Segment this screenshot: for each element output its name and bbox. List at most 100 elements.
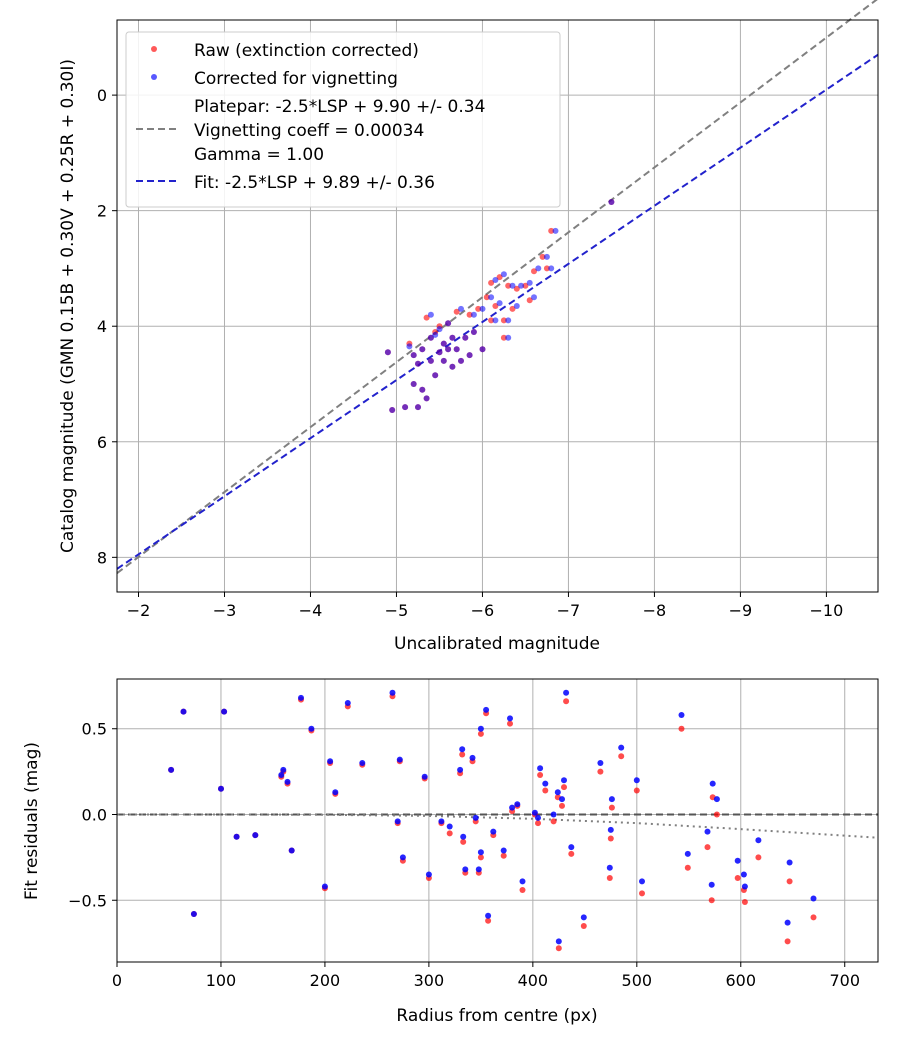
bottom-corrected-point (321, 883, 328, 890)
top-corrected-point (526, 279, 533, 286)
bottom-corrected-point (278, 772, 285, 778)
bottom-raw-point (678, 725, 685, 732)
top-raw-point (475, 305, 482, 312)
bottom-corrected-point (469, 754, 476, 761)
legend-label: Fit: -2.5*LSP + 9.89 +/- 0.36 (194, 173, 435, 193)
bottom-xtick-label: 300 (414, 971, 445, 990)
bottom-corrected-point (684, 850, 691, 857)
top-corrected-point (458, 357, 464, 364)
bottom-corrected-point (786, 859, 793, 866)
bottom-corrected-point (535, 814, 541, 821)
bottom-raw-point (734, 875, 741, 881)
bottom-corrected-point (740, 871, 747, 878)
bottom-corrected-point (472, 814, 479, 821)
bottom-raw-point (607, 835, 614, 842)
top-xtick-label: −8 (643, 601, 667, 620)
bottom-raw-point (708, 897, 715, 904)
top-corrected-point (608, 199, 615, 205)
bottom-raw-point (755, 854, 762, 861)
bottom-raw-point (704, 844, 711, 851)
top-raw-point (539, 253, 546, 260)
top-raw-point (483, 294, 490, 301)
top-x-axis-label: Uncalibrated magnitude (394, 634, 600, 654)
bottom-raw-point (580, 923, 587, 929)
bottom-corrected-point (298, 694, 304, 701)
bottom-corrected-point (633, 777, 640, 784)
bottom-corrected-point (810, 895, 817, 902)
top-corrected-point (488, 294, 495, 301)
bottom-corrected-point (704, 828, 711, 835)
top-raw-point (423, 314, 430, 321)
top-raw-point (500, 334, 507, 341)
bottom-corrected-point (446, 823, 453, 830)
bottom-corrected-point (597, 760, 604, 766)
bottom-corrected-point (550, 811, 557, 818)
top-raw-point (548, 227, 555, 234)
top-raw-point (500, 317, 507, 324)
bottom-raw-point (550, 818, 557, 825)
top-corrected-point (436, 349, 443, 356)
bottom-corrected-point (190, 911, 197, 917)
bottom-raw-point (786, 878, 793, 885)
top-corrected-point (415, 404, 421, 411)
bottom-y-axis-label: Fit residuals (mag) (22, 742, 42, 900)
bottom-corrected-point (221, 708, 228, 715)
bottom-corrected-point (477, 725, 484, 732)
bottom-corrected-point (477, 849, 484, 856)
bottom-corrected-point (608, 796, 615, 803)
bottom-ytick-label: 0.0 (82, 805, 107, 824)
bottom-corrected-point (168, 766, 175, 773)
bottom-corrected-point (784, 919, 791, 926)
bottom-corrected-point (483, 706, 490, 713)
top-corrected-point (419, 386, 426, 393)
top-corrected-point (432, 372, 439, 379)
bottom-raw-point (459, 751, 466, 758)
bottom-xtick-label: 600 (725, 971, 756, 990)
bottom-raw-point (559, 802, 565, 809)
top-corrected-point (492, 317, 499, 324)
bottom-raw-point (684, 864, 691, 871)
bottom-raw-point (784, 938, 791, 945)
top-raw-point (453, 308, 460, 315)
bottom-grid (116, 679, 878, 962)
bottom-corrected-point (563, 689, 570, 696)
top-raw-point (513, 285, 520, 292)
top-corrected-point (479, 305, 486, 312)
top-ticks: −2 −3 −4 −5 −6 −7 −8 −9 −10 0 2 4 6 8 (97, 86, 843, 620)
bottom-corrected-point (500, 847, 507, 854)
top-fit-line (116, 53, 879, 570)
top-xtick-label: −7 (557, 601, 581, 620)
legend-label: Platepar: -2.5*LSP + 9.90 +/- 0.34 (194, 97, 485, 117)
top-corrected-point (552, 227, 559, 234)
bottom-corrected-point (359, 760, 366, 766)
top-corrected-point (427, 334, 434, 341)
bottom-corrected-point (639, 878, 645, 885)
bottom-raw-point (741, 899, 748, 905)
legend-label: Vignetting coeff = 0.00034 (194, 121, 424, 141)
bottom-corrected-point (555, 938, 562, 945)
bottom-raw-point (535, 820, 541, 827)
bottom-corrected-point (280, 766, 287, 773)
bottom-corrected-point (394, 818, 401, 825)
bottom-raw-point (519, 887, 526, 893)
bottom-corrected-point (678, 712, 685, 718)
top-corrected-point (470, 329, 477, 335)
top-corrected-point (496, 300, 503, 307)
bottom-raw-point (606, 875, 613, 881)
bottom-corrected-point (396, 756, 403, 763)
bottom-raw-point (542, 787, 549, 794)
bottom-raw-point (446, 830, 453, 837)
bottom-corrected-point (542, 780, 549, 787)
top-xtick-label: −2 (127, 601, 151, 620)
bottom-corrected-point (554, 789, 561, 796)
top-corrected-point (548, 265, 555, 272)
top-corrected-point (406, 343, 413, 350)
top-raw-point (531, 268, 537, 275)
bottom-xtick-label: 500 (622, 971, 653, 990)
top-corrected-point (479, 346, 486, 353)
bottom-raw-point (568, 850, 575, 857)
bottom-raw-point (639, 890, 645, 897)
top-raw-point (543, 265, 550, 272)
bottom-corrected-point (606, 864, 613, 871)
